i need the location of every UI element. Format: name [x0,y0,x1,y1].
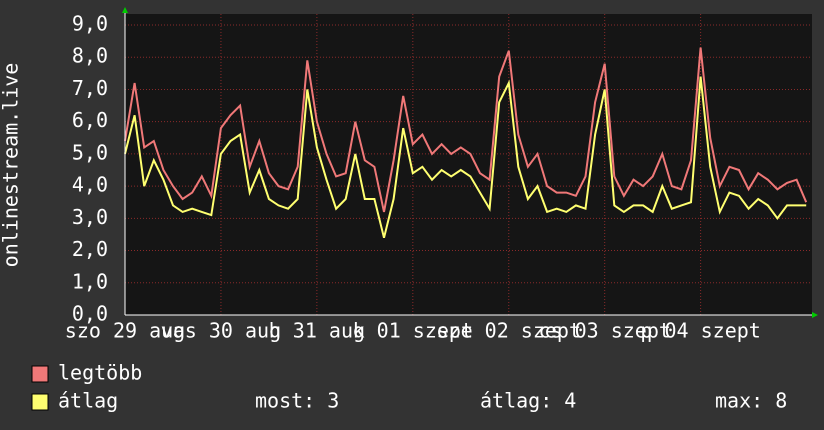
x-tick-label: szo 29 aug [65,319,185,343]
y-axis-label: onlinestream.live [0,63,23,268]
x-tick-label: p 04 szept [640,319,760,343]
legend-stat: átlag: 4 [480,389,576,413]
x-tick-label: vas 30 aug [161,319,281,343]
plot-area [125,14,812,315]
y-tick-label: 2,0 [72,237,108,261]
axis-arrow [812,312,818,318]
y-tick-label: 4,0 [72,173,108,197]
legend-swatch [31,393,49,411]
series-line [124,47,808,213]
legend-label: átlag [58,389,118,413]
x-tick-label: k 01 szept [353,319,473,343]
y-tick-label: 9,0 [72,12,108,36]
legend-stat: max: 8 [715,389,787,413]
x-tick-label: cs 03 szept [538,319,670,343]
legend-stat: most: 3 [255,389,339,413]
y-tick-label: 3,0 [72,205,108,229]
y-tick-label: 8,0 [72,44,108,68]
y-tick-label: 7,0 [72,76,108,100]
y-tick-label: 1,0 [72,269,108,293]
axis-arrow [122,7,128,13]
series-line [124,76,807,238]
y-tick-label: 6,0 [72,108,108,132]
x-tick-label: h 31 aug [269,319,365,343]
legend-label: legtöbb [58,361,142,385]
x-tick-label: sze 02 szept [437,319,582,343]
y-tick-label: 5,0 [72,140,108,164]
y-tick-label: 0,0 [72,302,108,326]
legend-swatch [31,365,49,383]
